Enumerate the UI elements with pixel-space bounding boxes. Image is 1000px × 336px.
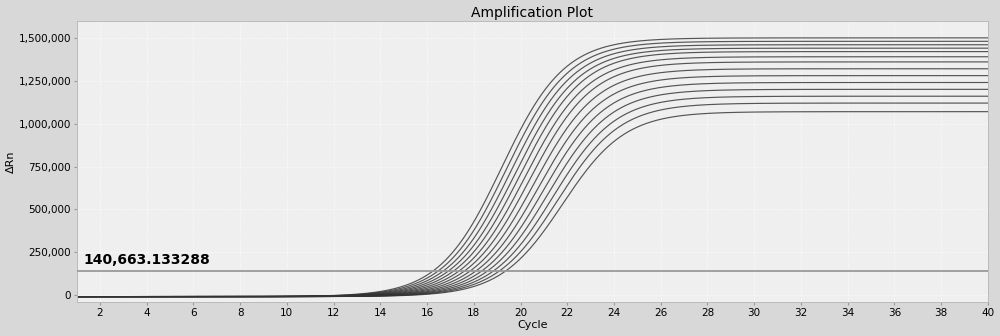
Title: Amplification Plot: Amplification Plot: [471, 6, 593, 19]
Text: 140,663.133288: 140,663.133288: [84, 253, 210, 267]
Y-axis label: ΔRn: ΔRn: [6, 150, 16, 173]
X-axis label: Cycle: Cycle: [517, 321, 547, 330]
